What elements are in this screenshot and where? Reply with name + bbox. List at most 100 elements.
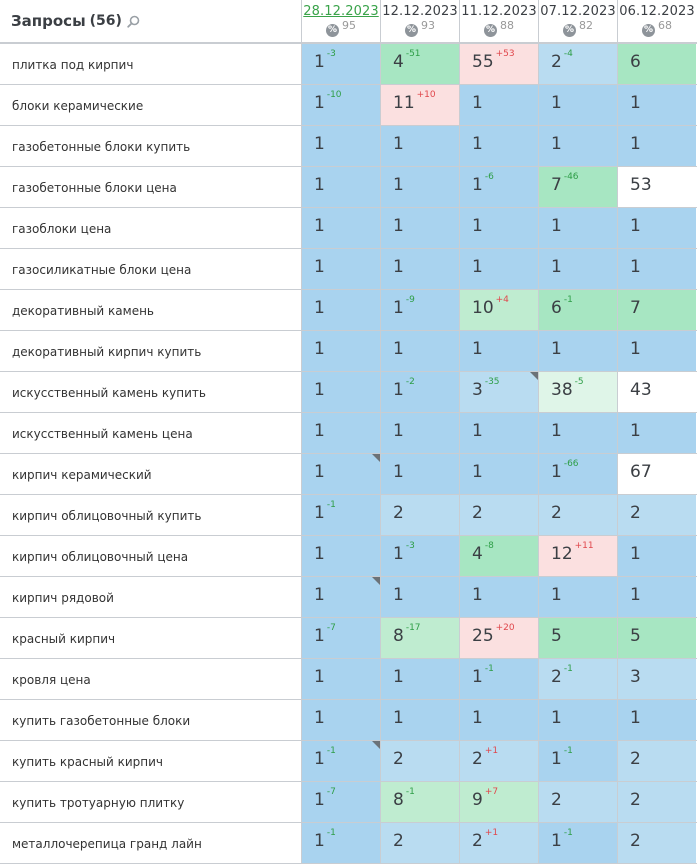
query-text[interactable]: газосиликатные блоки цена	[0, 249, 302, 289]
position-cell[interactable]: 2	[381, 823, 460, 863]
position-cell[interactable]: 55 +53	[460, 44, 539, 84]
position-cell[interactable]: 1	[302, 167, 381, 207]
note-corner-marker[interactable]	[372, 454, 380, 462]
query-text[interactable]: кирпич керамический	[0, 454, 302, 494]
position-cell[interactable]: 1	[618, 413, 696, 453]
percent-icon[interactable]: %	[484, 24, 497, 37]
position-cell[interactable]: 1	[539, 85, 618, 125]
date-column-header[interactable]: 28.12.2023% 95	[302, 0, 381, 42]
position-cell[interactable]: 5	[539, 618, 618, 658]
position-cell[interactable]: 1 -10	[302, 85, 381, 125]
position-cell[interactable]: 2	[539, 782, 618, 822]
position-cell[interactable]: 1	[302, 208, 381, 248]
position-cell[interactable]: 3 -35	[460, 372, 539, 412]
position-cell[interactable]: 2 +1	[460, 741, 539, 781]
position-cell[interactable]: 1	[302, 659, 381, 699]
position-cell[interactable]: 1	[460, 85, 539, 125]
position-cell[interactable]: 1	[539, 208, 618, 248]
position-cell[interactable]: 1	[381, 331, 460, 371]
query-text[interactable]: кирпич облицовочный купить	[0, 495, 302, 535]
position-cell[interactable]: 1 -66	[539, 454, 618, 494]
position-cell[interactable]: 7 -46	[539, 167, 618, 207]
position-cell[interactable]: 1 -3	[302, 44, 381, 84]
query-text[interactable]: декоративный кирпич купить	[0, 331, 302, 371]
position-cell[interactable]: 1 -9	[381, 290, 460, 330]
date-column-header[interactable]: 12.12.2023% 93	[381, 0, 460, 42]
position-cell[interactable]: 1	[618, 208, 696, 248]
position-cell[interactable]: 1 -1	[302, 823, 381, 863]
query-text[interactable]: искусственный камень цена	[0, 413, 302, 453]
position-cell[interactable]: 1 -1	[539, 741, 618, 781]
position-cell[interactable]: 1 -3	[381, 536, 460, 576]
position-cell[interactable]: 6	[618, 44, 696, 84]
date-label[interactable]: 11.12.2023	[461, 4, 537, 19]
position-cell[interactable]: 1	[302, 413, 381, 453]
position-cell[interactable]: 10 +4	[460, 290, 539, 330]
position-cell[interactable]: 3	[618, 659, 696, 699]
position-cell[interactable]: 2 -1	[539, 659, 618, 699]
position-cell[interactable]: 1	[460, 454, 539, 494]
position-cell[interactable]: 1	[302, 700, 381, 740]
position-cell[interactable]: 1 -7	[302, 618, 381, 658]
position-cell[interactable]: 1	[302, 249, 381, 289]
position-cell[interactable]: 1	[460, 700, 539, 740]
position-cell[interactable]: 1	[302, 372, 381, 412]
position-cell[interactable]: 1	[618, 126, 696, 166]
position-cell[interactable]: 1	[302, 454, 381, 494]
position-cell[interactable]: 1	[618, 85, 696, 125]
query-text[interactable]: кровля цена	[0, 659, 302, 699]
position-cell[interactable]: 12 +11	[539, 536, 618, 576]
position-cell[interactable]: 38 -5	[539, 372, 618, 412]
queries-column-header[interactable]: Запросы (56)	[0, 0, 302, 42]
date-column-header[interactable]: 07.12.2023% 82	[539, 0, 618, 42]
position-cell[interactable]: 67	[618, 454, 696, 494]
percent-icon[interactable]: %	[405, 24, 418, 37]
position-cell[interactable]: 5	[618, 618, 696, 658]
position-cell[interactable]: 1	[381, 659, 460, 699]
position-cell[interactable]: 1	[618, 331, 696, 371]
position-cell[interactable]: 2	[618, 741, 696, 781]
note-corner-marker[interactable]	[372, 741, 380, 749]
position-cell[interactable]: 1	[302, 577, 381, 617]
position-cell[interactable]: 11 +10	[381, 85, 460, 125]
position-cell[interactable]: 1 -1	[302, 741, 381, 781]
position-cell[interactable]: 1	[460, 126, 539, 166]
position-cell[interactable]: 2	[460, 495, 539, 535]
query-text[interactable]: блоки керамические	[0, 85, 302, 125]
position-cell[interactable]: 2	[618, 823, 696, 863]
position-cell[interactable]: 2	[381, 495, 460, 535]
date-column-header[interactable]: 11.12.2023% 88	[460, 0, 539, 42]
position-cell[interactable]: 2 -4	[539, 44, 618, 84]
date-column-header[interactable]: 06.12.2023% 68	[618, 0, 696, 42]
position-cell[interactable]: 1	[460, 413, 539, 453]
position-cell[interactable]: 1	[618, 577, 696, 617]
position-cell[interactable]: 1	[539, 126, 618, 166]
query-text[interactable]: купить красный кирпич	[0, 741, 302, 781]
note-corner-marker[interactable]	[530, 372, 538, 380]
position-cell[interactable]: 1	[302, 331, 381, 371]
position-cell[interactable]: 1	[381, 208, 460, 248]
position-cell[interactable]: 1	[381, 167, 460, 207]
date-label[interactable]: 06.12.2023	[619, 4, 695, 19]
position-cell[interactable]: 1	[302, 126, 381, 166]
position-cell[interactable]: 1 -1	[302, 495, 381, 535]
position-cell[interactable]: 2	[381, 741, 460, 781]
position-cell[interactable]: 1	[302, 536, 381, 576]
position-cell[interactable]: 53	[618, 167, 696, 207]
position-cell[interactable]: 1	[381, 700, 460, 740]
note-corner-marker[interactable]	[372, 577, 380, 585]
position-cell[interactable]: 4 -51	[381, 44, 460, 84]
position-cell[interactable]: 1	[539, 700, 618, 740]
position-cell[interactable]: 1 -2	[381, 372, 460, 412]
query-text[interactable]: газобетонные блоки цена	[0, 167, 302, 207]
position-cell[interactable]: 9 +7	[460, 782, 539, 822]
position-cell[interactable]: 1	[618, 536, 696, 576]
position-cell[interactable]: 6 -1	[539, 290, 618, 330]
position-cell[interactable]: 2 +1	[460, 823, 539, 863]
date-label[interactable]: 28.12.2023	[303, 4, 379, 19]
position-cell[interactable]: 1	[381, 454, 460, 494]
position-cell[interactable]: 1	[460, 249, 539, 289]
position-cell[interactable]: 1	[381, 577, 460, 617]
query-text[interactable]: кирпич рядовой	[0, 577, 302, 617]
position-cell[interactable]: 2	[618, 782, 696, 822]
